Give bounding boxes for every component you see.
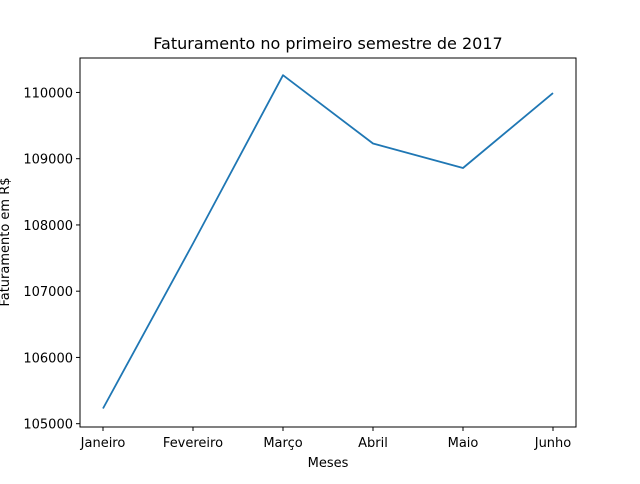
x-tick-label: Janeiro <box>80 436 126 451</box>
chart-title: Faturamento no primeiro semestre de 2017 <box>153 34 502 53</box>
series-group <box>102 74 554 409</box>
y-tick-label: 109000 <box>23 153 73 168</box>
y-tick-label: 108000 <box>23 219 73 234</box>
y-tick-label: 110000 <box>23 86 73 101</box>
x-tick-label: Abril <box>358 436 388 451</box>
y-axis-ticks: 105000 106000 107000 108000 109000 110000 <box>23 86 80 433</box>
series-line <box>102 74 554 409</box>
y-tick-label: 107000 <box>23 285 73 300</box>
y-tick-label: 106000 <box>23 351 73 366</box>
x-tick-label: Junho <box>534 436 572 451</box>
x-axis-ticks: Janeiro Fevereiro Março Abril Maio Junho <box>80 427 572 451</box>
x-axis-label: Meses <box>308 456 349 471</box>
x-tick-label: Fevereiro <box>163 436 223 451</box>
x-tick-label: Março <box>263 436 302 451</box>
x-tick-label: Maio <box>448 436 479 451</box>
plot-area <box>79 57 577 428</box>
y-tick-label: 105000 <box>23 418 73 433</box>
y-axis-label: Faturamento em R$ <box>0 177 13 306</box>
